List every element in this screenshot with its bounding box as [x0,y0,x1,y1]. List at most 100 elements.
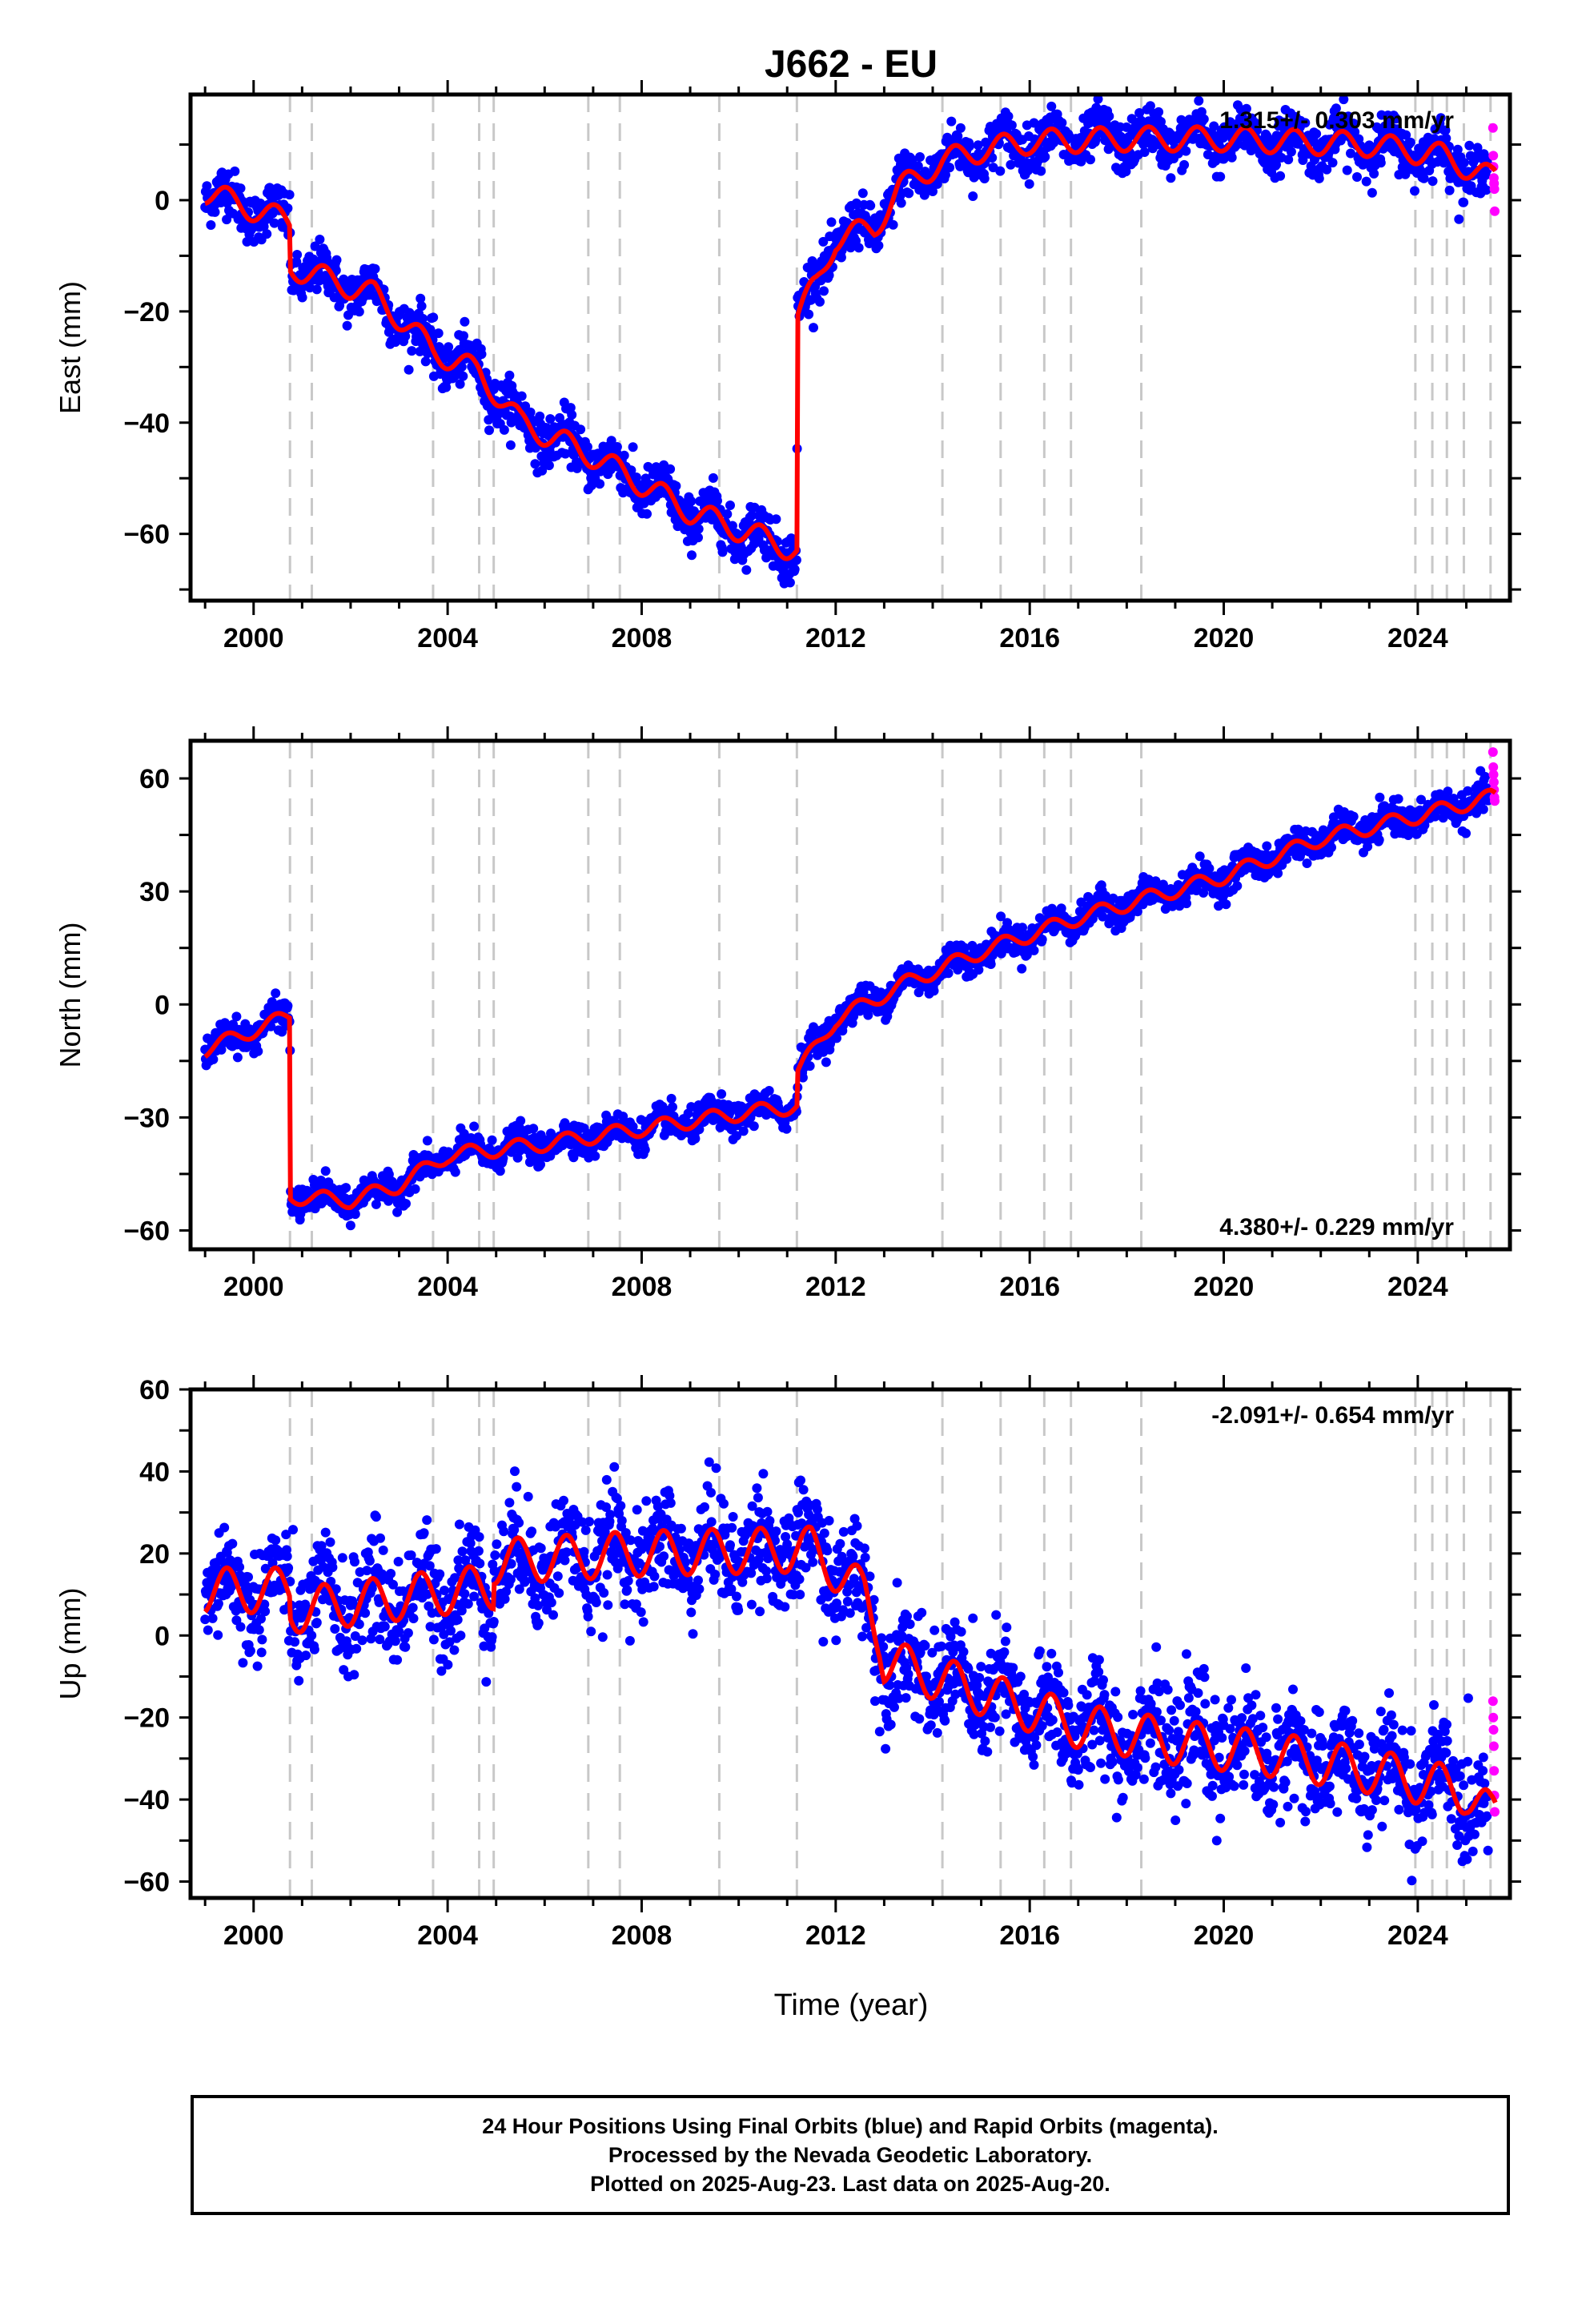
data-point [969,172,979,183]
data-point [1275,171,1286,181]
data-point [1006,159,1016,170]
data-point [288,1525,298,1535]
data-point [401,1199,411,1208]
data-point [433,328,444,339]
y-axis: 0−20−40−60 [123,143,1521,591]
data-point [525,407,536,417]
data-point [460,316,470,327]
data-point [291,256,302,267]
y-axis-label: East (mm) [54,281,86,414]
data-point [310,241,320,251]
data-point [1481,185,1492,195]
data-point [1104,111,1114,122]
data-point [428,312,439,323]
data-point [1204,863,1215,874]
data-point [341,1183,351,1193]
data-point [1375,792,1385,802]
data-point [619,450,629,460]
data-point [1480,771,1490,782]
y-tick-label: −20 [123,297,170,328]
data-point [283,1001,293,1011]
data-point [242,236,252,247]
data-point [708,472,718,483]
data-point [717,1089,727,1100]
data-point [516,1116,526,1126]
data-point [1374,834,1384,845]
data-point [595,479,605,489]
data-point [665,464,676,474]
data-point [1346,148,1355,159]
data-point [606,436,616,446]
data-point [504,370,515,380]
data-point [252,1661,263,1671]
data-point [821,1057,831,1068]
data-point [1271,159,1281,170]
data-point [1452,144,1463,155]
data-point [1369,168,1379,179]
data-point [292,250,303,259]
data-point [857,188,868,199]
data-point [1401,130,1411,140]
y-tick-label: 0 [155,186,170,216]
data-point [1040,151,1050,162]
data-point [207,1613,218,1623]
data-point [785,577,795,588]
data-point [219,1522,230,1533]
data-point [738,1126,749,1136]
data-point [1440,125,1451,135]
data-point [725,501,735,510]
data-point [1361,176,1371,187]
data-point [805,1061,815,1072]
data-point [1327,842,1336,853]
x-tick-label: 2004 [417,1272,478,1302]
data-point [208,1054,219,1064]
data-point [350,1209,360,1220]
data-point [668,1102,677,1112]
data-point [1090,135,1101,145]
data-point [495,1166,505,1176]
data-point [717,547,728,557]
data-point [1350,127,1360,137]
data-point [315,235,325,244]
data-point [535,411,545,421]
rapid-point [1488,747,1498,758]
x-tick-label: 2016 [999,623,1060,653]
data-point [1405,137,1415,147]
data-point [230,166,240,176]
velocity-label: 4.380+/- 0.229 mm/yr [1219,1214,1454,1240]
data-point [375,1533,385,1543]
data-point [202,181,212,191]
panel-north: 2000 2004 2008 2012 2016 2020 202460300−30−60N… [54,726,1521,1302]
data-point [311,284,322,295]
data-point [330,1624,340,1634]
data-point [238,1658,248,1668]
data-point [915,152,925,162]
data-point [484,425,494,436]
data-point [582,442,592,452]
data-point [979,174,990,183]
data-point [253,1046,263,1056]
data-point [545,414,556,424]
data-point [904,188,914,199]
data-point [804,309,814,320]
data-point [267,997,277,1007]
data-point [407,346,417,356]
data-point [826,217,837,227]
data-point [1393,794,1403,804]
data-point [1364,140,1375,151]
data-point [968,191,978,201]
data-point [203,1625,213,1635]
data-point [576,424,586,435]
data-point [568,1152,579,1163]
x-tick-label: 2012 [805,1272,866,1302]
data-point [357,1635,367,1646]
data-point [819,286,829,296]
data-point [1391,114,1401,124]
data-point [946,116,957,127]
rapid-point [1489,184,1500,195]
data-point [853,243,864,253]
data-point [1375,158,1386,168]
data-point [907,155,917,165]
data-point [1459,158,1469,168]
data-point [262,229,272,239]
